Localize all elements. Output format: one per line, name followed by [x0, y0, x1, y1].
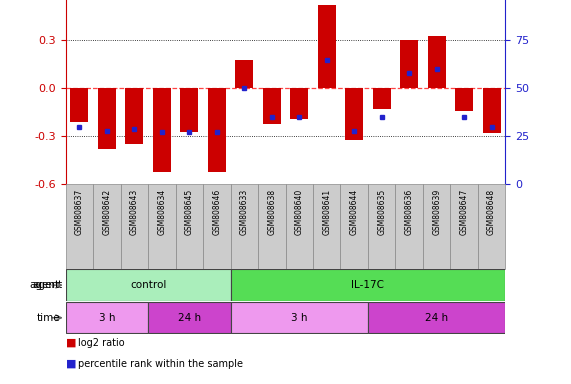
FancyBboxPatch shape	[148, 302, 231, 333]
FancyBboxPatch shape	[66, 184, 93, 269]
Bar	[153, 88, 171, 172]
Bar	[263, 88, 281, 124]
FancyBboxPatch shape	[120, 184, 148, 269]
Bar	[400, 40, 418, 88]
Text: 3 h: 3 h	[99, 313, 115, 323]
FancyBboxPatch shape	[368, 184, 395, 269]
FancyBboxPatch shape	[451, 184, 478, 269]
Text: GSM808635: GSM808635	[377, 189, 386, 235]
Text: GSM808642: GSM808642	[102, 189, 111, 235]
Bar	[373, 88, 391, 109]
Bar	[180, 88, 198, 131]
Text: 3 h: 3 h	[291, 313, 308, 323]
Text: 24 h: 24 h	[178, 313, 201, 323]
Bar	[482, 88, 501, 133]
Text: GSM808638: GSM808638	[267, 189, 276, 235]
Bar	[126, 88, 143, 144]
Bar	[98, 88, 116, 149]
Bar	[290, 88, 308, 119]
Bar	[428, 36, 445, 88]
Bar	[455, 88, 473, 111]
Text: ■: ■	[66, 359, 76, 369]
Text: GSM808639: GSM808639	[432, 189, 441, 235]
Text: GSM808636: GSM808636	[405, 189, 413, 235]
Text: percentile rank within the sample: percentile rank within the sample	[78, 359, 243, 369]
FancyBboxPatch shape	[231, 270, 505, 301]
FancyBboxPatch shape	[313, 184, 340, 269]
Bar	[318, 5, 336, 88]
Text: GSM808633: GSM808633	[240, 189, 249, 235]
Text: GSM808647: GSM808647	[460, 189, 469, 235]
Text: ■: ■	[66, 338, 76, 348]
FancyBboxPatch shape	[258, 184, 286, 269]
FancyBboxPatch shape	[395, 184, 423, 269]
FancyBboxPatch shape	[368, 302, 505, 333]
Text: time: time	[37, 313, 60, 323]
Text: GSM808641: GSM808641	[322, 189, 331, 235]
Text: agent: agent	[33, 280, 63, 290]
Text: 24 h: 24 h	[425, 313, 448, 323]
Text: IL-17C: IL-17C	[351, 280, 384, 290]
FancyBboxPatch shape	[93, 184, 120, 269]
Text: log2 ratio: log2 ratio	[78, 338, 125, 348]
FancyBboxPatch shape	[231, 184, 258, 269]
Bar	[235, 60, 253, 88]
Bar	[208, 88, 226, 172]
FancyBboxPatch shape	[66, 270, 231, 301]
Text: control: control	[130, 280, 166, 290]
Text: GSM808640: GSM808640	[295, 189, 304, 235]
Text: GSM808645: GSM808645	[185, 189, 194, 235]
Text: GSM808644: GSM808644	[349, 189, 359, 235]
Bar	[70, 88, 89, 122]
FancyBboxPatch shape	[66, 302, 148, 333]
FancyBboxPatch shape	[148, 184, 176, 269]
Text: GSM808634: GSM808634	[158, 189, 166, 235]
FancyBboxPatch shape	[203, 184, 231, 269]
Text: GSM808646: GSM808646	[212, 189, 222, 235]
FancyBboxPatch shape	[286, 184, 313, 269]
Text: GSM808648: GSM808648	[487, 189, 496, 235]
Bar	[345, 88, 363, 139]
FancyBboxPatch shape	[340, 184, 368, 269]
Text: GSM808643: GSM808643	[130, 189, 139, 235]
FancyBboxPatch shape	[478, 184, 505, 269]
FancyBboxPatch shape	[423, 184, 451, 269]
FancyBboxPatch shape	[176, 184, 203, 269]
Text: GSM808637: GSM808637	[75, 189, 84, 235]
FancyBboxPatch shape	[231, 302, 368, 333]
Text: agent: agent	[30, 280, 60, 290]
